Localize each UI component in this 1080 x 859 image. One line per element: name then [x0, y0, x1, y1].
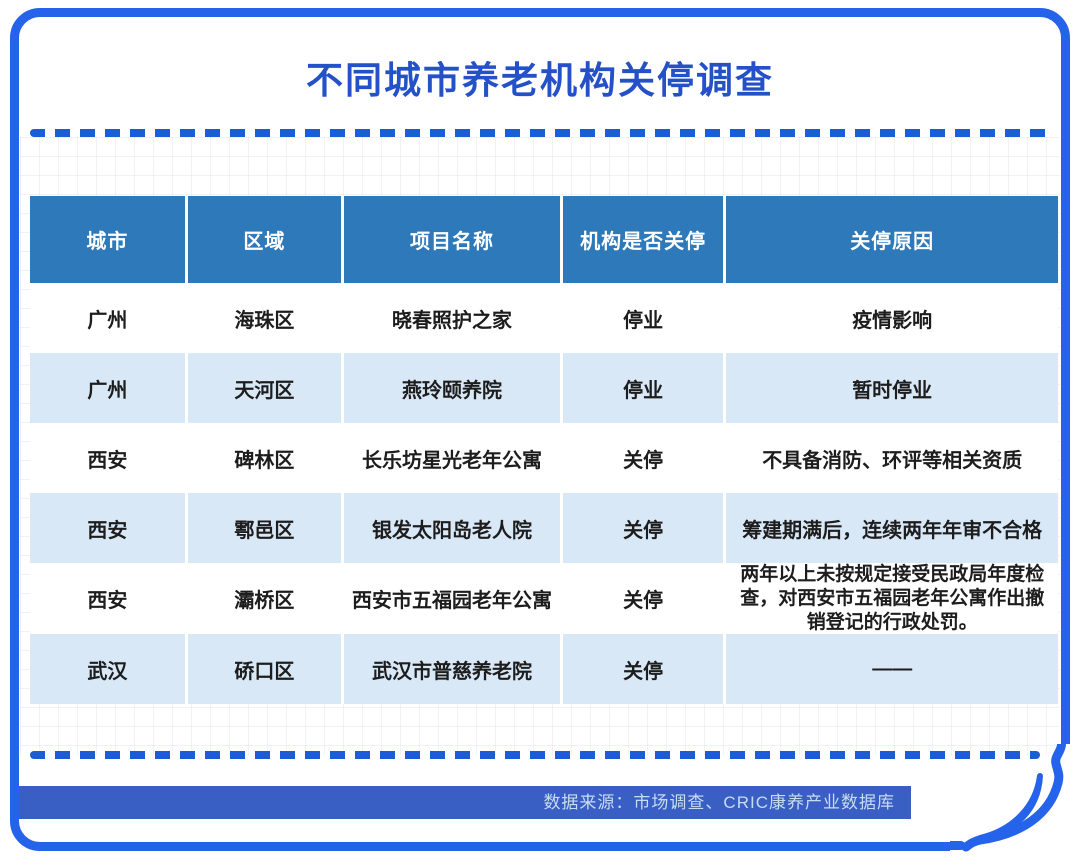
table-cell: 硚口区 — [184, 634, 343, 705]
table-cell: 疫情影响 — [723, 283, 1058, 353]
table-row: 西安 碑林区 长乐坊星光老年公寓 关停 不具备消防、环评等相关资质 — [30, 423, 1058, 493]
table-cell: —— — [723, 634, 1058, 705]
table-cell: 停业 — [559, 353, 725, 423]
table-cell: 晓春照护之家 — [341, 283, 562, 353]
table-cell: 关停 — [559, 423, 725, 493]
table-cell: 关停 — [559, 563, 725, 635]
table-cell: 银发太阳岛老人院 — [341, 493, 562, 563]
dotted-separator-top — [30, 129, 1050, 137]
page-curl-icon — [950, 744, 1080, 859]
table-cell: 关停 — [559, 634, 725, 705]
page-title: 不同城市养老机构关停调查 — [306, 60, 774, 101]
table-cell: 西安市五福园老年公寓 — [341, 563, 562, 635]
column-header: 机构是否关停 — [559, 196, 725, 283]
closure-table: 城市 区域 项目名称 机构是否关停 关停原因 广州 海珠区 晓春照护之家 停业 疫情影响 广州 天河… — [30, 196, 1058, 705]
table-row: 西安 鄠邑区 银发太阳岛老人院 关停 筹建期满后，连续两年年审不合格 — [30, 493, 1058, 563]
table-cell: 海珠区 — [184, 283, 343, 353]
table-cell: 不具备消防、环评等相关资质 — [723, 423, 1058, 493]
table-cell: 西安 — [30, 493, 187, 563]
table-cell: 关停 — [559, 493, 725, 563]
table-cell: 广州 — [30, 283, 187, 353]
table-cell: 灞桥区 — [184, 563, 343, 635]
column-header: 城市 — [30, 196, 187, 283]
table-cell: 武汉 — [30, 634, 187, 705]
table-cell: 停业 — [559, 283, 725, 353]
table-row: 西安 灞桥区 西安市五福园老年公寓 关停 两年以上未按规定接受民政局年度检查，对西安市五… — [30, 563, 1058, 635]
table-row: 广州 海珠区 晓春照护之家 停业 疫情影响 — [30, 283, 1058, 353]
data-source-badge: 数据来源：市场调查、CRIC康养产业数据库 — [19, 786, 911, 819]
table-row: 武汉 硚口区 武汉市普慈养老院 关停 —— — [30, 634, 1058, 705]
table-header-row: 城市 区域 项目名称 机构是否关停 关停原因 — [30, 196, 1058, 283]
column-header: 区域 — [184, 196, 343, 283]
table-cell: 燕玲颐养院 — [341, 353, 562, 423]
table-cell: 筹建期满后，连续两年年审不合格 — [723, 493, 1058, 563]
column-header: 关停原因 — [723, 196, 1058, 283]
table-cell: 西安 — [30, 563, 187, 635]
table-cell: 暂时停业 — [723, 353, 1058, 423]
dotted-separator-bottom — [30, 751, 1040, 759]
table-cell: 天河区 — [184, 353, 343, 423]
table-cell: 长乐坊星光老年公寓 — [341, 423, 562, 493]
table-cell: 碑林区 — [184, 423, 343, 493]
table-cell: 武汉市普慈养老院 — [341, 634, 562, 705]
table-row: 广州 天河区 燕玲颐养院 停业 暂时停业 — [30, 353, 1058, 423]
table-cell: 鄠邑区 — [184, 493, 343, 563]
table-cell: 西安 — [30, 423, 187, 493]
table-body: 广州 海珠区 晓春照护之家 停业 疫情影响 广州 天河区 燕玲颐养院 停业 暂时停业 西安 碑林区 长乐… — [30, 283, 1058, 705]
table-cell: 两年以上未按规定接受民政局年度检查，对西安市五福园老年公寓作出撤销登记的行政处罚… — [723, 563, 1058, 635]
column-header: 项目名称 — [341, 196, 562, 283]
table-cell: 广州 — [30, 353, 187, 423]
